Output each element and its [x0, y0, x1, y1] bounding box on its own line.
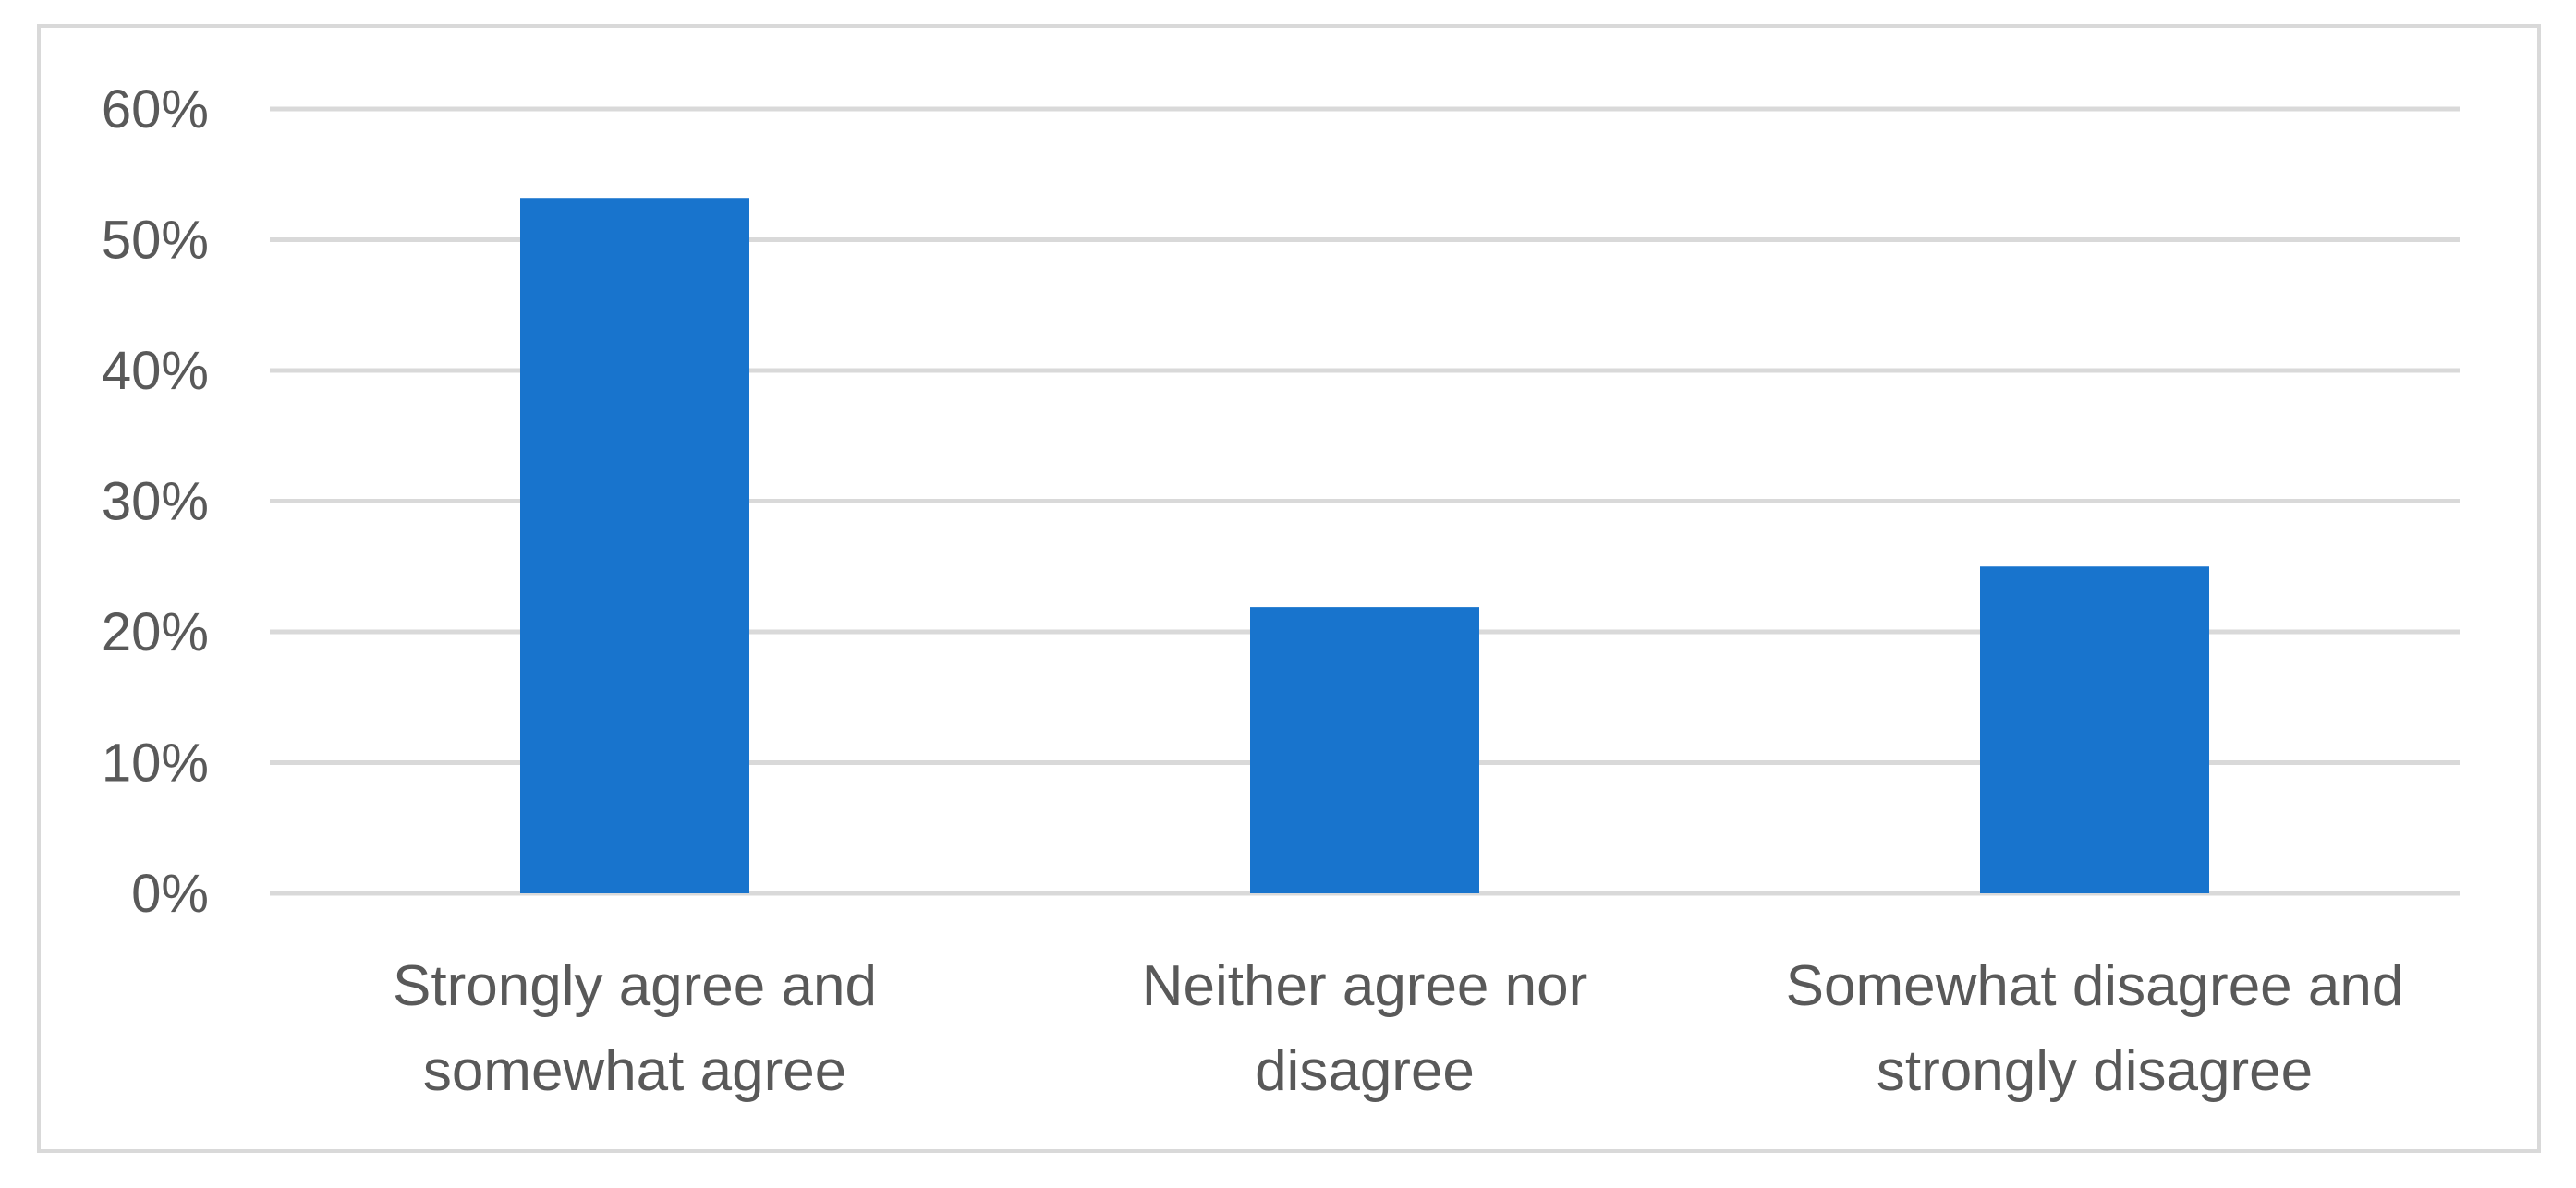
y-tick-label: 30% — [102, 472, 209, 532]
x-tick-label-line: Strongly agree and — [393, 954, 877, 1018]
y-tick-label: 20% — [102, 602, 209, 662]
x-tick-label-line: Somewhat disagree and — [1786, 954, 2404, 1018]
bar — [1980, 566, 2209, 893]
y-tick-label: 10% — [102, 733, 209, 794]
y-tick-label: 50% — [102, 211, 209, 271]
y-tick-label: 0% — [131, 864, 209, 924]
x-tick-label-line: disagree — [1255, 1039, 1475, 1103]
x-tick-label: Neither agree nor disagree — [1142, 954, 1588, 1103]
y-tick-label: 60% — [102, 79, 209, 139]
y-tick-label: 40% — [102, 341, 209, 401]
x-tick-label-line: Neither agree nor — [1142, 954, 1588, 1018]
x-tick-label-line: somewhat agree — [423, 1039, 846, 1103]
x-tick-label: Strongly agree and somewhat agree — [393, 954, 877, 1103]
x-tick-label: Somewhat disagree and strongly disagree — [1786, 954, 2404, 1103]
bar — [1250, 607, 1479, 893]
y-axis-tick-labels: 0% 10% 20% 30% 40% 50% 60% — [102, 79, 209, 924]
x-axis-tick-labels: Strongly agree and somewhat agree Neither … — [393, 954, 2403, 1103]
x-tick-label-line: strongly disagree — [1877, 1039, 2313, 1103]
bar — [520, 198, 749, 894]
bars — [520, 198, 2209, 894]
